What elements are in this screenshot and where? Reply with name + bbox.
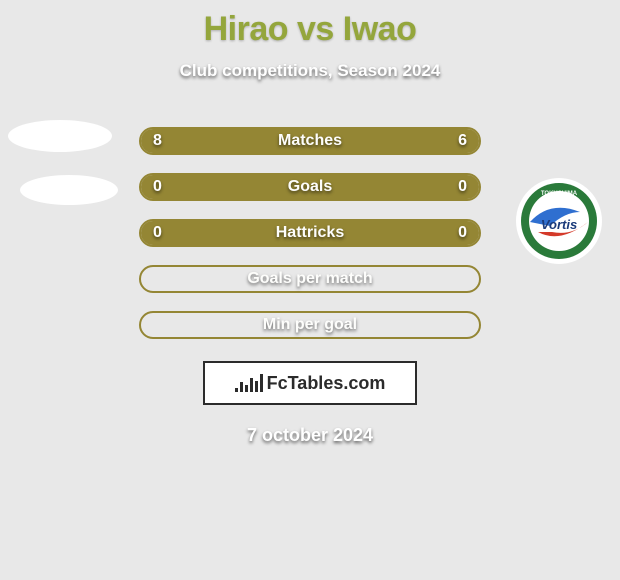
player1-club-placeholder	[20, 175, 118, 205]
stat-value-left: 0	[153, 224, 162, 242]
stat-label: Goals	[288, 178, 332, 196]
vortis-badge-icon: TOKUSHIMA Vortis	[520, 182, 598, 260]
stat-value-right: 0	[458, 178, 467, 196]
brand-bar	[255, 381, 258, 392]
brand-bar	[240, 382, 243, 392]
comparison-card: Hirao vs Iwao Club competitions, Season …	[0, 0, 620, 580]
stat-label: Min per goal	[263, 316, 357, 334]
date-label: 7 october 2024	[0, 425, 620, 446]
stat-value-left: 8	[153, 132, 162, 150]
vs-label: vs	[297, 10, 334, 48]
stat-value-right: 6	[458, 132, 467, 150]
page-title: Hirao vs Iwao	[0, 0, 620, 49]
player1-name: Hirao	[204, 10, 288, 48]
stat-label: Matches	[278, 132, 342, 150]
brand-bar	[250, 378, 253, 392]
stat-row: 8 6 Matches	[139, 127, 481, 155]
subtitle: Club competitions, Season 2024	[0, 61, 620, 81]
branding-box: FcTables.com	[203, 361, 417, 405]
stat-label: Hattricks	[276, 224, 344, 242]
player1-photo-placeholder	[8, 120, 112, 152]
stat-row: 0 0 Hattricks	[139, 219, 481, 247]
stat-value-left: 0	[153, 178, 162, 196]
brand-bar	[245, 385, 248, 392]
brand-bar	[235, 388, 238, 392]
svg-text:TOKUSHIMA: TOKUSHIMA	[541, 191, 578, 197]
stat-row: 0 0 Goals	[139, 173, 481, 201]
stat-label: Goals per match	[247, 270, 372, 288]
svg-text:Vortis: Vortis	[541, 217, 577, 232]
brand-bar	[260, 374, 263, 392]
stat-value-right: 0	[458, 224, 467, 242]
stat-fill-right	[310, 175, 479, 199]
branding-text: FcTables.com	[267, 373, 386, 394]
stat-row: Goals per match	[139, 265, 481, 293]
branding-bars-icon	[235, 374, 263, 392]
player2-club-badge: TOKUSHIMA Vortis	[516, 178, 602, 264]
stat-row: Min per goal	[139, 311, 481, 339]
player2-name: Iwao	[343, 10, 417, 48]
stat-fill-left	[141, 175, 310, 199]
